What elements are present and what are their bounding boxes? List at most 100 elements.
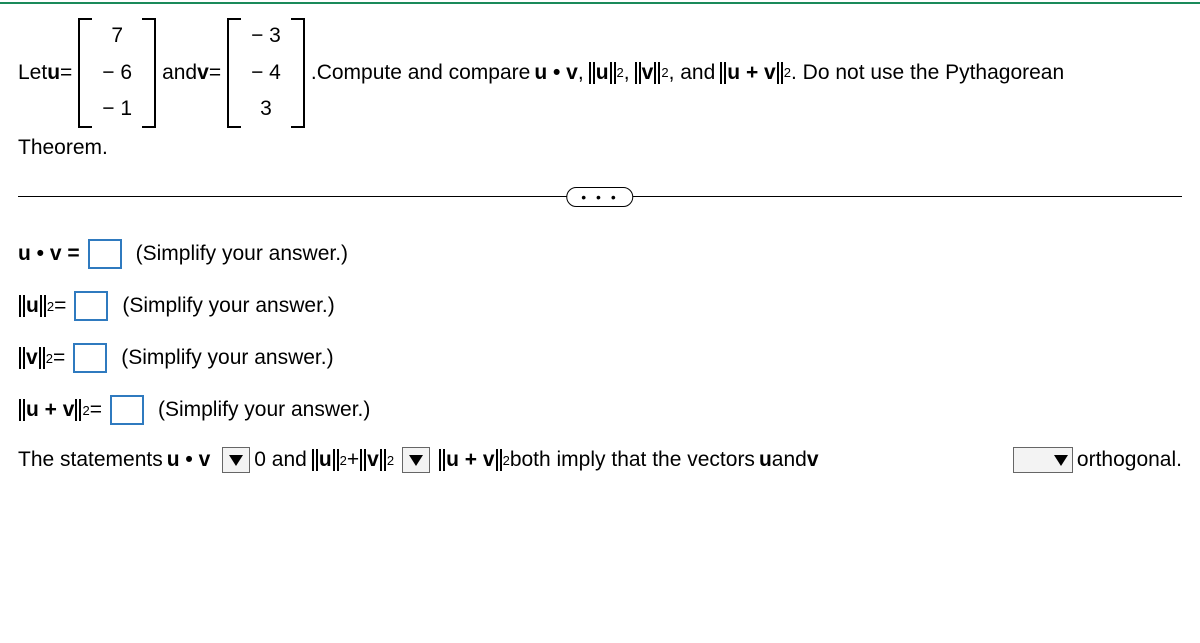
section-divider: • • • (18, 196, 1182, 197)
norm-bar-icon (312, 449, 318, 471)
sup-2: 2 (503, 453, 510, 468)
norm-bar-icon (635, 62, 641, 84)
chevron-down-icon (1054, 455, 1068, 466)
answer-line-norm-u: u 2 = (Simplify your answer.) (18, 291, 1182, 321)
norm-bar-icon (496, 449, 502, 471)
text-eq: = (54, 294, 66, 318)
final-v: v (367, 448, 379, 472)
norm-bar-icon (75, 399, 81, 421)
text-tail: . Do not use the Pythagorean (791, 59, 1064, 87)
norm-bar-icon (720, 62, 726, 84)
text-compute: Compute and compare (317, 59, 531, 87)
norm-u-inner: u (26, 294, 39, 318)
lhs-uv: u • v = (18, 242, 80, 266)
matrix-u-cell-1: − 6 (102, 59, 132, 87)
compute-text: Compute and compare u • v , u 2 , v (317, 59, 1064, 87)
bracket-right-icon (291, 18, 305, 128)
norm-bar-icon (360, 449, 366, 471)
text-c1: , (578, 59, 584, 87)
norm-bar-icon (589, 62, 595, 84)
matrix-u-col: 7 − 6 − 1 (92, 18, 142, 128)
bracket-left-icon (78, 18, 92, 128)
norm-bar-icon (380, 449, 386, 471)
matrix-u: 7 − 6 − 1 (78, 18, 156, 128)
norm-uv-inner: u + v (26, 398, 74, 422)
text-and: and (162, 59, 197, 87)
vector-u-label: u (47, 59, 60, 87)
matrix-v-cell-2: 3 (251, 95, 281, 123)
norm-bar-icon (19, 347, 25, 369)
input-uv[interactable] (88, 239, 122, 269)
input-norm-uv[interactable] (110, 395, 144, 425)
expr-norm-v-sq: v 2 (634, 59, 669, 87)
norm-u-inner: u (596, 59, 609, 87)
norm-bar-icon (654, 62, 660, 84)
norm-v-inner: v (642, 59, 654, 87)
sup-2: 2 (387, 453, 394, 468)
norm-bar-icon (439, 449, 445, 471)
expr-norm-uv-sq: u + v 2 (719, 59, 791, 87)
dropdown-orthogonal[interactable] (1013, 447, 1073, 473)
matrix-v-cell-1: − 4 (251, 59, 281, 87)
lhs-norm-uv: u + v 2 (18, 398, 90, 422)
dropdown-relation-2[interactable] (402, 447, 430, 473)
matrix-v: − 3 − 4 3 (227, 18, 305, 128)
problem-statement: Let u = 7 − 6 − 1 and v = − 3 − 4 (18, 4, 1182, 162)
final-statement-line: The statements u • v 0 and u 2 + v 2 (18, 447, 1182, 473)
norm-bar-icon (39, 347, 45, 369)
text-c3: , and (669, 59, 716, 87)
vector-v-label: v (197, 59, 209, 87)
final-uv: u • v (167, 448, 211, 472)
sup-2: 2 (82, 403, 89, 418)
sup-2: 2 (617, 64, 624, 82)
hint-norm-v: (Simplify your answer.) (121, 346, 333, 370)
norm-bar-icon (40, 295, 46, 317)
norm-bar-icon (19, 295, 25, 317)
input-norm-u[interactable] (74, 291, 108, 321)
norm-v-inner: v (26, 346, 38, 370)
sup-2: 2 (661, 64, 668, 82)
norm-bar-icon (610, 62, 616, 84)
sup-2: 2 (47, 299, 54, 314)
text-eq2: = (209, 59, 221, 87)
text-eq1: = (60, 59, 72, 87)
ellipsis-badge[interactable]: • • • (566, 187, 633, 207)
expr-norm-u-sq: u 2 (588, 59, 624, 87)
input-norm-v[interactable] (73, 343, 107, 373)
final-vlab: v (807, 448, 819, 472)
final-t1: The statements (18, 448, 163, 472)
problem-row-1: Let u = 7 − 6 − 1 and v = − 3 − 4 (18, 18, 1182, 128)
final-ulab: u (759, 448, 772, 472)
chevron-down-icon (409, 455, 423, 466)
problem-row-2: Theorem. (18, 134, 1182, 162)
text-let: Let (18, 59, 47, 87)
final-t3: both imply that the vectors (510, 448, 755, 472)
norm-bar-icon (19, 399, 25, 421)
lhs-norm-u: u 2 (18, 294, 54, 318)
ellipsis-icon: • • • (581, 189, 618, 205)
matrix-v-col: − 3 − 4 3 (241, 18, 291, 128)
norm-bar-icon (777, 62, 783, 84)
sup-2: 2 (784, 64, 791, 82)
final-norm-uv: u + v 2 (438, 448, 510, 472)
text-eq: = (53, 346, 65, 370)
bracket-left-icon (227, 18, 241, 128)
answer-line-norm-v: v 2 = (Simplify your answer.) (18, 343, 1182, 373)
text-c2: , (624, 59, 630, 87)
answer-line-norm-uv: u + v 2 = (Simplify your answer.) (18, 395, 1182, 425)
final-uv-inner: u + v (446, 448, 494, 472)
final-norm-u: u 2 (311, 448, 347, 472)
bracket-right-icon (142, 18, 156, 128)
hint-norm-u: (Simplify your answer.) (122, 294, 334, 318)
text-theorem: Theorem. (18, 136, 108, 159)
answers-section: u • v = (Simplify your answer.) u 2 = (S… (18, 239, 1182, 473)
norm-bar-icon (333, 449, 339, 471)
matrix-u-cell-2: − 1 (102, 95, 132, 123)
final-norm-v: v 2 (359, 448, 394, 472)
text-eq: = (90, 398, 102, 422)
expr-uv: u • v (534, 59, 578, 87)
answer-line-uv: u • v = (Simplify your answer.) (18, 239, 1182, 269)
matrix-u-cell-0: 7 (102, 22, 132, 50)
chevron-down-icon (229, 455, 243, 466)
dropdown-relation-1[interactable] (222, 447, 250, 473)
